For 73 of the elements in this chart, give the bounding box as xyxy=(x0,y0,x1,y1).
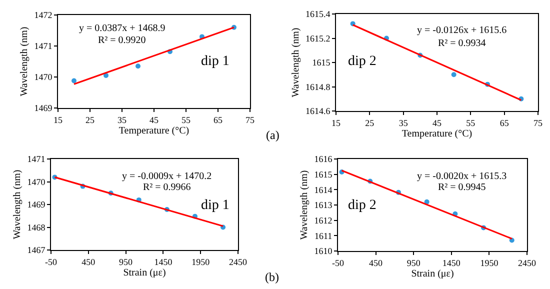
y-tick-label: 1614 xyxy=(314,184,333,195)
y-tick-label: 1615.2 xyxy=(305,33,330,44)
x-tick-label: 45 xyxy=(432,118,442,128)
x-tick-label: 65 xyxy=(214,114,223,125)
y-tick-label: 1614.6 xyxy=(305,106,331,116)
x-tick-label: 15 xyxy=(54,114,63,125)
text: (b) xyxy=(265,270,279,284)
x-tick-label: 1450 xyxy=(154,256,173,267)
y-tick-label: 1468 xyxy=(27,222,46,232)
y-tick-label: 1615 xyxy=(314,169,333,180)
y-axis-title: Wavelength (nm) xyxy=(299,170,310,240)
y-tick-label: 1470 xyxy=(34,72,53,82)
x-tick-label: 950 xyxy=(119,256,134,267)
annotation: y = -0.0126x + 1615.6 xyxy=(417,25,507,36)
x-tick-label: 75 xyxy=(246,114,255,125)
annotation: y = 0.0387x + 1468.9 xyxy=(79,23,166,34)
x-tick-label: 55 xyxy=(182,114,191,125)
point xyxy=(136,64,140,69)
x-tick-label: 1950 xyxy=(192,256,210,267)
x-axis-title: Temperature (°C) xyxy=(118,125,190,136)
y-tick-label: 1467 xyxy=(27,245,46,256)
text: (a) xyxy=(266,128,280,142)
annotation: y = -0.0009x + 1470.2 xyxy=(122,171,212,182)
annotation: R² = 0.9966 xyxy=(143,182,191,193)
annotation: R² = 0.9945 xyxy=(438,182,486,193)
x-axis-title: Strain (με) xyxy=(123,267,166,278)
x-axis-title: Strain (με) xyxy=(411,268,454,280)
x-tick-label: 25 xyxy=(365,118,375,128)
x-tick-label: 75 xyxy=(534,118,543,128)
x-tick-label: 2450 xyxy=(518,258,536,268)
annotation: dip 1 xyxy=(201,198,230,213)
x-tick-label: 950 xyxy=(406,258,421,268)
y-tick-label: 1612 xyxy=(314,215,332,226)
annotation: y = -0.0020x + 1615.3 xyxy=(417,171,507,182)
x-tick-label: 35 xyxy=(118,114,127,125)
x-tick-label: 25 xyxy=(86,114,95,125)
y-tick-label: 1613 xyxy=(314,200,333,210)
y-tick-label: 1469 xyxy=(27,200,46,210)
x-axis-title: Temperature (°C) xyxy=(402,128,472,140)
point xyxy=(451,72,456,78)
x-tick-label: 1950 xyxy=(480,258,499,268)
y-tick-label: 1471 xyxy=(27,154,46,164)
point xyxy=(104,72,108,78)
y-tick-label: 1472 xyxy=(34,10,52,20)
x-tick-label: 450 xyxy=(82,256,96,267)
x-tick-label: 35 xyxy=(398,118,408,128)
y-tick-label: 1615.4 xyxy=(305,9,331,20)
x-tick-label: 2450 xyxy=(229,256,248,267)
annotation: R² = 0.9934 xyxy=(438,38,486,49)
x-tick-label: -50 xyxy=(332,258,344,268)
y-axis-title: Wavelength (nm) xyxy=(12,170,24,240)
y-tick-label: 1470 xyxy=(27,176,46,187)
x-tick-label: 45 xyxy=(150,114,159,125)
annotation: dip 2 xyxy=(348,198,376,213)
point xyxy=(72,78,76,84)
annotation: dip 2 xyxy=(348,54,376,69)
x-tick-label: 1450 xyxy=(442,258,461,268)
y-axis-title: Wavelength (nm) xyxy=(19,26,30,96)
annotation: R² = 0.9920 xyxy=(98,35,146,46)
y-tick-label: 1469 xyxy=(34,103,53,114)
annotation: dip 1 xyxy=(201,54,230,69)
x-tick-label: 65 xyxy=(500,118,510,128)
y-tick-label: 1616 xyxy=(314,154,333,164)
x-tick-label: -50 xyxy=(45,256,58,267)
y-tick-label: 1614.8 xyxy=(305,82,331,92)
x-tick-label: 55 xyxy=(466,118,476,128)
y-axis-title: Wavelength (nm) xyxy=(290,28,302,98)
y-tick-label: 1471 xyxy=(34,41,52,52)
x-tick-label: 15 xyxy=(332,118,341,128)
y-tick-label: 1611 xyxy=(314,230,332,241)
y-tick-label: 1610 xyxy=(314,246,333,256)
x-tick-label: 450 xyxy=(369,258,384,268)
y-tick-label: 1615 xyxy=(312,58,331,68)
